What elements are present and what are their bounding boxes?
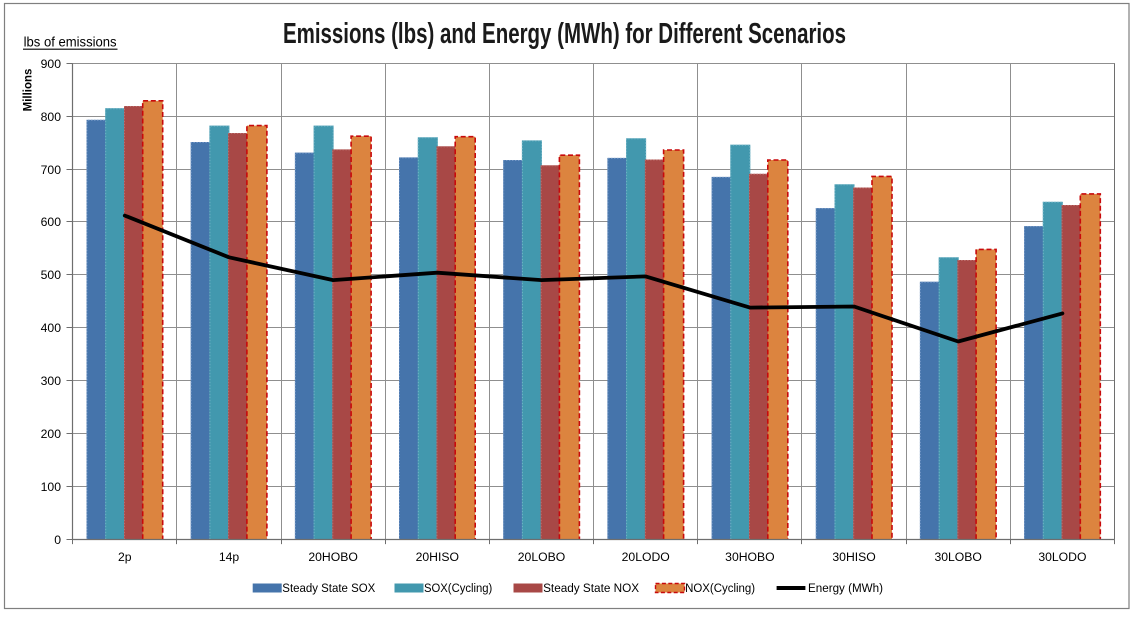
svg-text:2p: 2p (118, 550, 132, 564)
svg-text:lbs of emissions: lbs of emissions (24, 34, 117, 50)
svg-text:800: 800 (41, 110, 62, 124)
svg-text:200: 200 (41, 427, 62, 441)
svg-text:30LODO: 30LODO (1038, 550, 1086, 564)
svg-text:30LOBO: 30LOBO (934, 550, 981, 564)
svg-text:20HISO: 20HISO (416, 550, 459, 564)
svg-text:100: 100 (41, 480, 62, 494)
svg-text:Steady State NOX: Steady State NOX (543, 581, 639, 595)
svg-text:900: 900 (41, 57, 62, 71)
svg-text:Emissions (lbs) and Energy (MW: Emissions (lbs) and Energy (MWh) for Dif… (283, 18, 846, 50)
svg-text:Energy (MWh): Energy (MWh) (808, 581, 883, 595)
svg-text:Steady State SOX: Steady State SOX (282, 581, 375, 595)
svg-text:SOX(Cycling): SOX(Cycling) (424, 581, 492, 595)
svg-text:600: 600 (41, 215, 62, 229)
svg-text:14p: 14p (219, 550, 240, 564)
svg-text:30HOBO: 30HOBO (725, 550, 774, 564)
svg-text:30HISO: 30HISO (832, 550, 875, 564)
svg-text:20LOBO: 20LOBO (518, 550, 565, 564)
svg-text:700: 700 (41, 163, 62, 177)
svg-text:500: 500 (41, 268, 62, 282)
svg-text:0: 0 (54, 533, 61, 547)
svg-text:300: 300 (41, 374, 62, 388)
svg-text:Millions: Millions (21, 68, 35, 111)
svg-text:20HOBO: 20HOBO (308, 550, 357, 564)
svg-text:NOX(Cycling): NOX(Cycling) (685, 581, 755, 595)
svg-text:20LODO: 20LODO (622, 550, 670, 564)
svg-text:400: 400 (41, 321, 62, 335)
